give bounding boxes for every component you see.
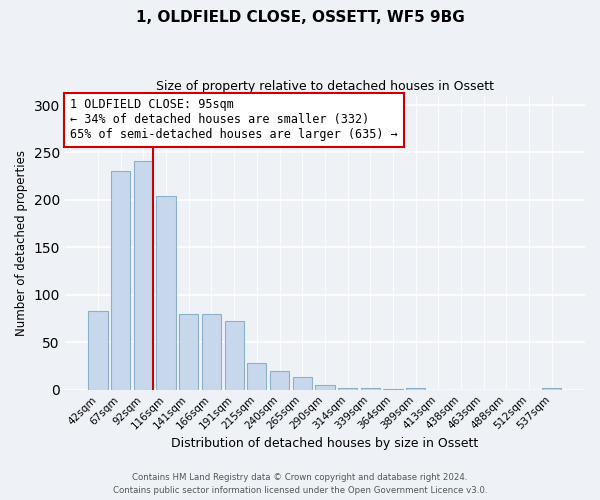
Title: Size of property relative to detached houses in Ossett: Size of property relative to detached ho…: [156, 80, 494, 93]
Text: 1, OLDFIELD CLOSE, OSSETT, WF5 9BG: 1, OLDFIELD CLOSE, OSSETT, WF5 9BG: [136, 10, 464, 25]
Bar: [361, 388, 380, 390]
X-axis label: Distribution of detached houses by size in Ossett: Distribution of detached houses by size …: [171, 437, 479, 450]
Text: Contains HM Land Registry data © Crown copyright and database right 2024.
Contai: Contains HM Land Registry data © Crown c…: [113, 474, 487, 495]
Bar: [406, 388, 425, 390]
Text: 1 OLDFIELD CLOSE: 95sqm
← 34% of detached houses are smaller (332)
65% of semi-d: 1 OLDFIELD CLOSE: 95sqm ← 34% of detache…: [70, 98, 398, 142]
Bar: [293, 378, 312, 390]
Bar: [179, 314, 199, 390]
Bar: [338, 388, 357, 390]
Bar: [111, 172, 130, 390]
Bar: [542, 388, 562, 390]
Bar: [247, 363, 266, 390]
Bar: [157, 196, 176, 390]
Bar: [383, 389, 403, 390]
Bar: [270, 370, 289, 390]
Bar: [202, 314, 221, 390]
Bar: [88, 311, 108, 390]
Bar: [224, 322, 244, 390]
Bar: [134, 161, 153, 390]
Bar: [315, 385, 335, 390]
Y-axis label: Number of detached properties: Number of detached properties: [15, 150, 28, 336]
